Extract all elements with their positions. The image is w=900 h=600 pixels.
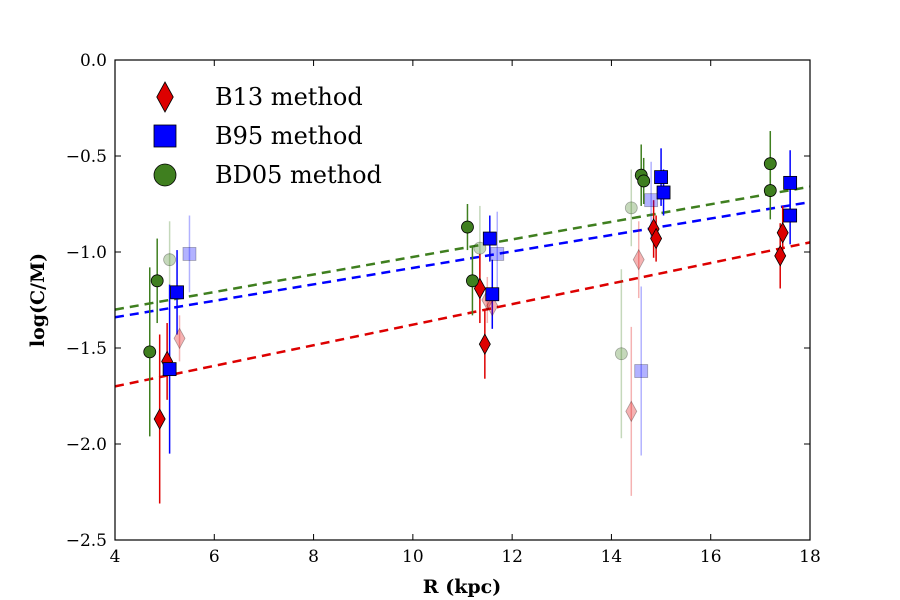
data-point-0-10 — [650, 227, 663, 250]
data-point-0-12 — [776, 221, 789, 244]
data-point-2-6 — [614, 347, 628, 361]
data-point-2-10 — [763, 157, 777, 171]
data-point-0-4 — [478, 333, 491, 355]
data-point-2-0 — [143, 345, 157, 359]
data-point-1-10 — [783, 175, 798, 190]
legend-marker-0 — [156, 81, 174, 113]
y-tick-label-3: −1.5 — [66, 339, 107, 359]
x-tick-label-6: 16 — [700, 547, 722, 567]
data-point-2-4 — [466, 274, 479, 288]
y-tick-label-2: −1.0 — [66, 243, 107, 263]
plot-frame — [114, 59, 811, 541]
y-tick-label-4: −2.0 — [66, 435, 107, 455]
data-point-2-1 — [150, 274, 164, 288]
data-point-1-8 — [654, 170, 668, 185]
data-point-2-9 — [637, 174, 651, 188]
data-point-1-2 — [182, 247, 197, 261]
x-tick-label-4: 12 — [501, 547, 523, 567]
fit-line-2 — [114, 185, 811, 311]
data-point-1-3 — [482, 231, 497, 246]
fit-line-1 — [114, 200, 811, 319]
data-point-0-0 — [153, 408, 166, 430]
legend: B13 method B95 method BD05 method — [153, 81, 382, 189]
data-point-1-1 — [170, 285, 184, 300]
y-tick-label-1: −0.5 — [66, 147, 107, 167]
data-point-0-11 — [774, 245, 787, 267]
legend-label-0: B13 method — [215, 83, 363, 111]
legend-marker-2 — [153, 163, 177, 187]
data-point-1-9 — [656, 185, 671, 200]
y-axis-label: log(C/M) — [27, 253, 49, 347]
x-tick-label-3: 10 — [402, 547, 424, 567]
data-point-1-4 — [485, 287, 500, 302]
data-point-2-5 — [473, 241, 487, 255]
x-tick-label-1: 6 — [209, 547, 220, 567]
data-point-0-8 — [632, 248, 645, 271]
data-point-1-0 — [162, 362, 177, 377]
legend-label-2: BD05 method — [215, 161, 382, 189]
x-tick-label-0: 4 — [110, 547, 121, 567]
fit-line-0 — [114, 241, 811, 388]
data-point-1-5 — [490, 247, 505, 261]
x-tick-label-7: 18 — [799, 547, 821, 567]
y-tick-label-5: −2.5 — [66, 531, 107, 551]
data-point-2-11 — [763, 184, 777, 197]
x-tick-label-2: 8 — [308, 547, 319, 567]
data-point-0-2 — [173, 327, 186, 350]
x-axis-label: R (kpc) — [423, 576, 501, 598]
legend-label-1: B95 method — [215, 122, 363, 150]
x-tick-label-5: 14 — [601, 547, 623, 567]
data-point-2-3 — [461, 220, 474, 234]
data-point-2-2 — [163, 253, 177, 267]
axis-ticks: 4 6 8 10 12 14 16 18 0.0 −0.5 −1.0 −1.5 −2.0 −2.5 — [66, 51, 821, 567]
data-point-1-11 — [783, 208, 798, 223]
data-point-1-7 — [644, 193, 659, 208]
y-tick-label-0: 0.0 — [80, 51, 107, 71]
data-point-2-7 — [624, 201, 638, 215]
legend-marker-1 — [153, 124, 177, 148]
data-point-0-7 — [625, 400, 638, 423]
data-markers — [143, 157, 798, 430]
data-point-1-6 — [634, 364, 649, 378]
fit-lines — [114, 185, 811, 388]
